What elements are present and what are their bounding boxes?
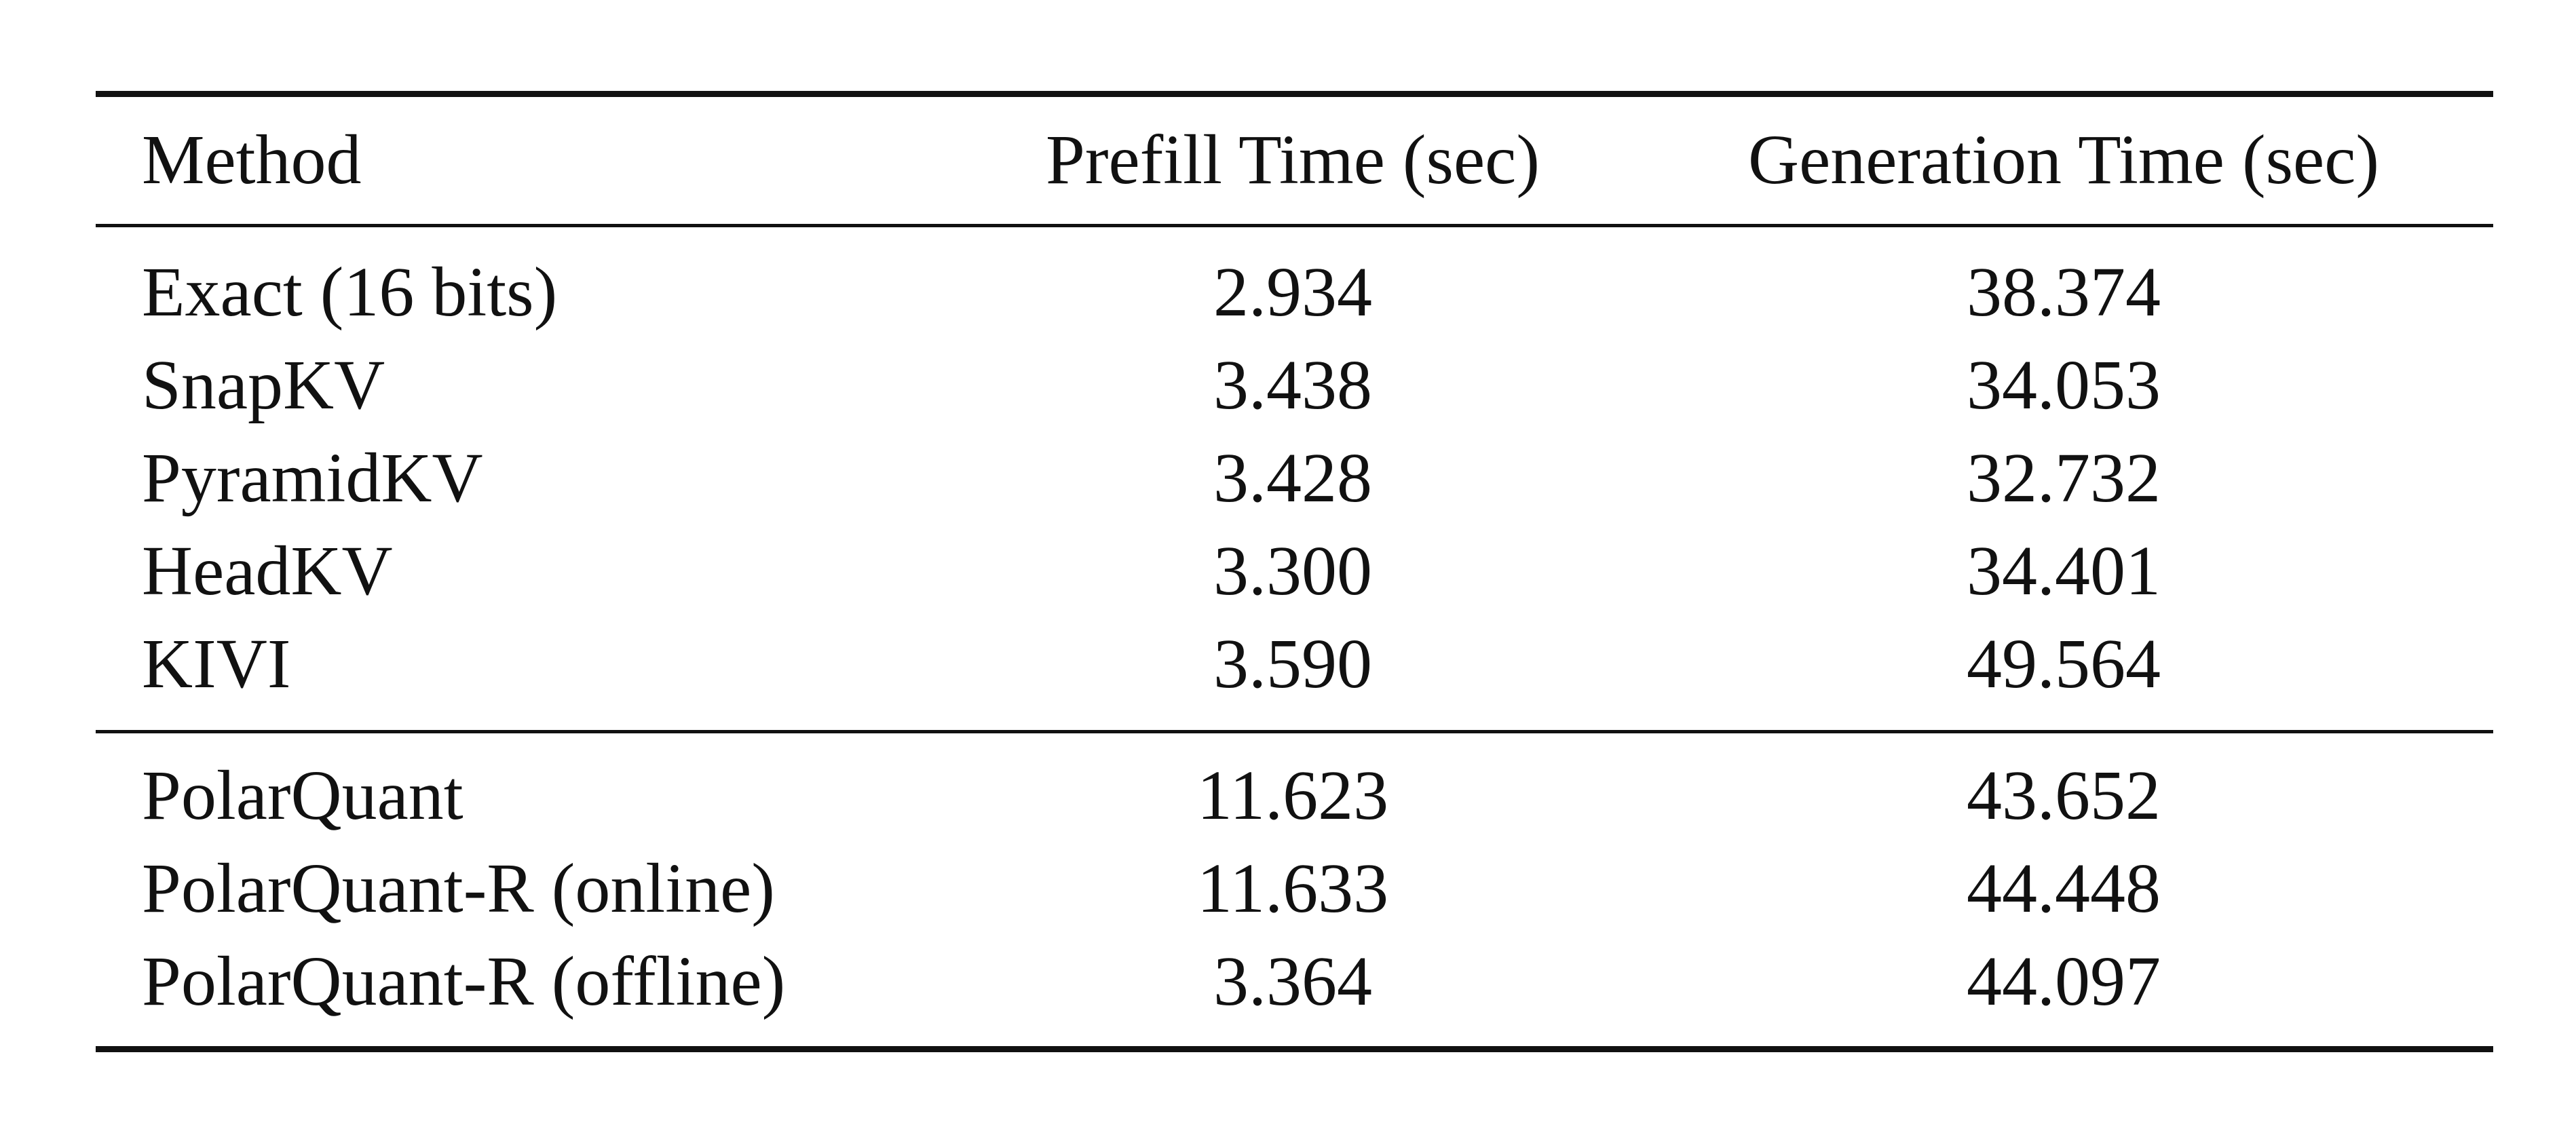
top-rule xyxy=(96,91,2493,97)
method-cell: PyramidKV xyxy=(142,439,483,517)
prefill-cell: 2.934 xyxy=(1213,253,1372,331)
bottom-rule xyxy=(96,1046,2493,1052)
method-cell: KIVI xyxy=(142,625,291,703)
header-rule xyxy=(96,224,2493,227)
method-cell: PolarQuant-R (offline) xyxy=(142,942,786,1020)
method-cell: Exact (16 bits) xyxy=(142,253,558,331)
header-cell: Method xyxy=(142,121,362,199)
prefill-cell: 3.438 xyxy=(1213,346,1372,424)
generation-cell: 43.652 xyxy=(1967,756,2161,834)
prefill-cell: 3.364 xyxy=(1213,942,1372,1020)
method-cell: SnapKV xyxy=(142,346,385,424)
method-cell: PolarQuant xyxy=(142,756,463,834)
generation-cell: 32.732 xyxy=(1967,439,2161,517)
generation-cell: 49.564 xyxy=(1967,625,2161,703)
header-cell: Prefill Time (sec) xyxy=(1046,121,1540,199)
prefill-cell: 11.623 xyxy=(1196,756,1389,834)
generation-cell: 34.401 xyxy=(1967,532,2161,610)
method-cell: PolarQuant-R (online) xyxy=(142,849,775,927)
generation-cell: 38.374 xyxy=(1967,253,2161,331)
prefill-cell: 3.428 xyxy=(1213,439,1372,517)
method-cell: HeadKV xyxy=(142,532,393,610)
generation-cell: 44.448 xyxy=(1967,849,2161,927)
prefill-cell: 3.300 xyxy=(1213,532,1372,610)
generation-cell: 44.097 xyxy=(1967,942,2161,1020)
prefill-cell: 3.590 xyxy=(1213,625,1372,703)
prefill-cell: 11.633 xyxy=(1196,849,1389,927)
group-rule xyxy=(96,730,2493,733)
header-cell: Generation Time (sec) xyxy=(1747,121,2380,199)
generation-cell: 34.053 xyxy=(1967,346,2161,424)
